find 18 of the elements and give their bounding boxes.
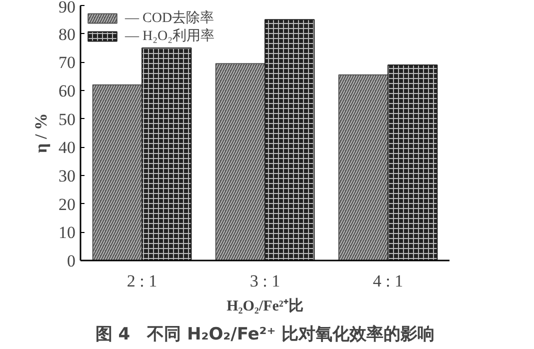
y-tick-label: 50 bbox=[58, 110, 76, 129]
y-tick-label: 60 bbox=[58, 82, 76, 100]
y-tick-label: 70 bbox=[58, 53, 76, 72]
y-axis-title: η / % bbox=[32, 113, 50, 153]
x-axis-title: H₂O₂/Fe²⁺比 bbox=[226, 298, 304, 314]
x-tick-label: 3 : 1 bbox=[250, 272, 280, 290]
x-tick-label: 2 : 1 bbox=[126, 272, 158, 290]
y-tick-label: 20 bbox=[58, 194, 76, 214]
y-tick-label: 10 bbox=[58, 223, 76, 242]
y-tick-label: 40 bbox=[58, 138, 76, 158]
text: 图 4 不同 H₂O₂/Fe²⁺ 比对氧化效率的影响 bbox=[95, 324, 435, 344]
y-tick-label: 80 bbox=[58, 24, 76, 44]
y-tick-label: 90 bbox=[58, 0, 76, 16]
y-tick-label: 0 bbox=[67, 252, 76, 270]
y-tick-label: 30 bbox=[58, 166, 76, 186]
legend-label: — H₂O₂利用率 bbox=[125, 27, 214, 45]
x-tick-label: 4 : 1 bbox=[372, 272, 404, 290]
legend-label: — COD去除率 bbox=[125, 9, 214, 27]
